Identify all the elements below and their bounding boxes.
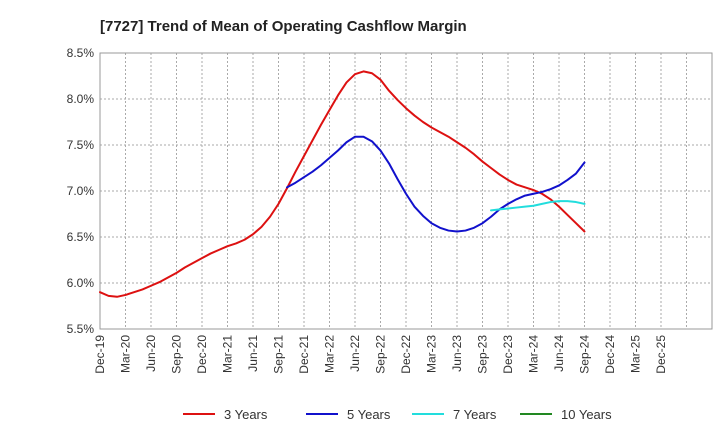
x-tick-label: Sep-20 [170,335,184,374]
y-tick-label: 8.0% [67,92,95,106]
series-layer [99,70,586,298]
x-tick-label: Jun-22 [348,335,362,372]
y-tick-label: 6.5% [67,230,95,244]
x-tick-label: Mar-22 [323,335,337,373]
x-tick-label: Jun-24 [552,335,566,372]
x-tick-label: Mar-20 [119,335,133,373]
x-tick-label: Dec-19 [93,335,107,374]
x-tick-label: Jun-23 [450,335,464,372]
y-tick-label: 8.5% [67,46,95,60]
legend-label: 10 Years [561,407,612,422]
y-axis: 5.5% 6.0% 6.5% 7.0% 7.5% 8.0% 8.5% [67,46,95,336]
legend-label: 7 Years [453,407,497,422]
x-tick-label: Mar-24 [527,335,541,373]
plot-area [99,52,713,330]
x-tick-label: Jun-21 [246,335,260,372]
y-tick-label: 7.5% [67,138,95,152]
x-tick-label: Sep-22 [374,335,388,374]
series-line-3 [490,200,586,212]
x-tick-label: Dec-22 [399,335,413,374]
x-tick-label: Mar-21 [221,335,235,373]
series-line-2 [286,135,586,233]
x-tick-label: Dec-25 [654,335,668,374]
x-tick-label: Dec-20 [195,335,209,374]
legend: 3 Years 5 Years 7 Years 10 Years [183,407,612,422]
x-tick-label: Mar-23 [425,335,439,373]
x-tick-label: Jun-20 [144,335,158,372]
x-axis: Dec-19 Mar-20 Jun-20 Sep-20 Dec-20 Mar-21 Jun-… [93,335,668,374]
y-tick-label: 6.0% [67,276,95,290]
series-line-1 [99,70,586,298]
x-tick-label: Dec-24 [603,335,617,374]
x-tick-label: Dec-21 [297,335,311,374]
legend-label: 3 Years [224,407,268,422]
x-tick-label: Sep-24 [578,335,592,374]
x-tick-label: Sep-21 [272,335,286,374]
y-tick-label: 7.0% [67,184,95,198]
legend-label: 5 Years [347,407,391,422]
grid [100,52,712,330]
x-tick-label: Dec-23 [501,335,515,374]
x-tick-label: Mar-25 [629,335,643,373]
chart-title: [7727] Trend of Mean of Operating Cashfl… [100,18,467,35]
y-tick-label: 5.5% [67,322,95,336]
x-tick-label: Sep-23 [476,335,490,374]
